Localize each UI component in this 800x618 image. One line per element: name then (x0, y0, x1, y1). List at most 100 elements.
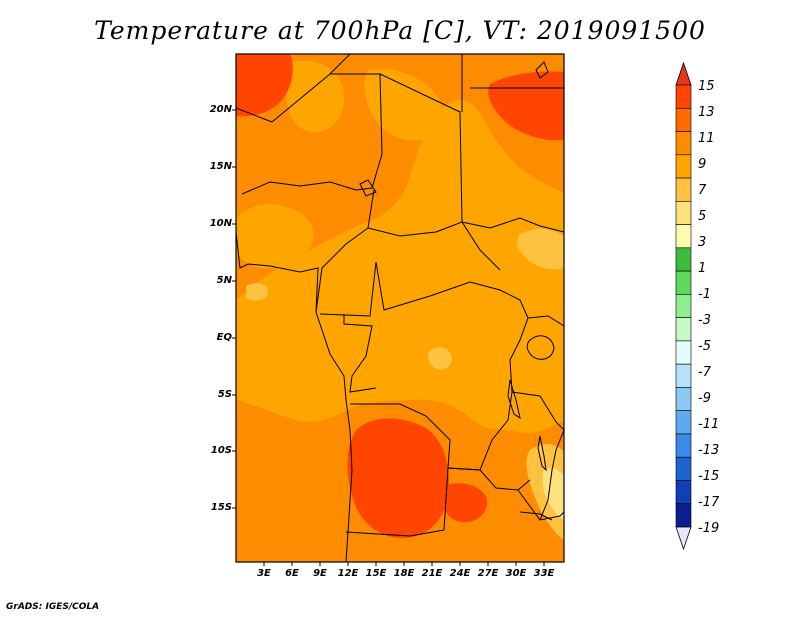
border-angola-namibia (345, 529, 445, 537)
border-cameroon-gabon (319, 261, 377, 317)
lon-label-15e: 15E (365, 568, 387, 579)
colorbar-bottom-arrow (675, 526, 692, 551)
colorbar-label-m11: -11 (698, 417, 720, 432)
lon-label-18e: 18E (393, 568, 415, 579)
colorbar-swatch (675, 270, 692, 295)
colorbar-label-15: 15 (698, 79, 715, 94)
coastline-east (539, 429, 564, 521)
map-title: Temperature at 700hPa [C], VT: 201909150… (94, 16, 706, 45)
colorbar-label-m3: -3 (698, 313, 711, 328)
colorbar-swatch (675, 224, 692, 249)
lon-label-6e: 6E (285, 568, 299, 579)
longitude-ticks (263, 562, 545, 566)
contour-9-11-west (236, 204, 314, 269)
colorbar-label-7: 7 (698, 183, 707, 198)
lon-label-27e: 27E (477, 568, 499, 579)
contour-13-15-nw (236, 54, 293, 117)
colorbar-swatch (675, 317, 692, 342)
lake-victoria (526, 335, 555, 360)
colorbar (675, 61, 692, 551)
contour-13-15-ne (488, 71, 564, 141)
colorbar-swatch (675, 340, 692, 365)
border-sudan-south (461, 217, 564, 233)
latitude-ticks (232, 109, 236, 509)
colorbar-label-1: 1 (698, 261, 707, 276)
lon-label-9e: 9E (313, 568, 327, 579)
colorbar-label-m7: -7 (698, 365, 711, 380)
contour-9-11-nw (364, 68, 443, 141)
colorbar-swatch (675, 410, 692, 435)
colorbar-label-m13: -13 (698, 443, 720, 458)
temperature-field (236, 54, 564, 562)
lat-label-15n: 15N (209, 161, 232, 172)
lon-label-21e: 21E (421, 568, 443, 579)
border-nigeria-cameroon (315, 189, 375, 313)
colorbar-label-m1: -1 (698, 287, 711, 302)
colorbar-label-m9: -9 (698, 391, 711, 406)
colorbar-swatch (675, 177, 692, 202)
contour-7-9-sw (246, 283, 269, 301)
contour-9-11-north (285, 60, 345, 133)
colorbar-swatch (675, 294, 692, 318)
colorbar-swatch (675, 433, 692, 458)
lat-label-eq: EQ (216, 332, 232, 343)
border-congo (343, 314, 377, 393)
border-angola (350, 403, 451, 531)
colorbar-label-m19: -19 (698, 521, 720, 536)
lon-label-24e: 24E (449, 568, 471, 579)
lat-label-5n: 5N (216, 275, 232, 286)
contour-7-9-central (427, 347, 452, 370)
coastline-west (236, 231, 353, 562)
contour-13-15-se (440, 483, 488, 523)
colorbar-label-11: 11 (698, 131, 715, 146)
colorbar-top-arrow (675, 61, 692, 86)
red-sea (535, 61, 549, 79)
colorbar-swatch (675, 503, 692, 528)
contour-9-11 (236, 99, 564, 434)
border-zambia (447, 467, 531, 491)
colorbar-label-9: 9 (698, 157, 707, 172)
lon-label-33e: 33E (533, 568, 555, 579)
border-tanzania (511, 391, 564, 431)
border-drc-east (447, 317, 529, 471)
colorbar-swatch (675, 154, 692, 179)
lake-chad (359, 179, 377, 197)
colorbar-swatch (675, 84, 692, 109)
lat-label-15s: 15S (210, 502, 232, 513)
colorbar-label-5: 5 (698, 209, 707, 224)
lat-label-5s: 5S (217, 389, 232, 400)
colorbar-label-m17: -17 (698, 495, 720, 510)
colorbar-label-3: 3 (698, 235, 707, 250)
border-mozambique (517, 489, 564, 521)
lon-label-12e: 12E (337, 568, 359, 579)
colorbar-label-m5: -5 (698, 339, 711, 354)
lake-kariba (519, 511, 553, 521)
colorbar-swatch (675, 247, 692, 272)
colorbar-label-m15: -15 (698, 469, 720, 484)
lake-malawi (537, 435, 547, 472)
country-borders (236, 54, 564, 562)
colorbar-swatch (675, 107, 692, 132)
lon-label-30e: 30E (505, 568, 527, 579)
colorbar-swatch (675, 480, 692, 505)
lake-tanganyika (507, 379, 521, 420)
contour-13-15-south (347, 418, 450, 538)
border-chad-car (367, 221, 501, 271)
border-algeria (236, 107, 273, 123)
lat-label-10n: 10N (209, 218, 232, 229)
lon-label-3e: 3E (257, 568, 271, 579)
colorbar-swatch (675, 131, 692, 156)
border-car-drc (375, 261, 529, 319)
contour-7-9-east (517, 228, 564, 270)
border-niger-nigeria (241, 73, 383, 195)
border-kenya (527, 315, 564, 327)
grads-credit: GrADS: IGES/COLA (6, 602, 100, 612)
colorbar-swatch (675, 387, 692, 411)
map-frame (235, 53, 565, 563)
colorbar-swatch (675, 201, 692, 225)
colorbar-swatch (675, 456, 692, 481)
colorbar-swatch (675, 363, 692, 388)
border-niger-chad (330, 73, 463, 223)
contour-5-7-se (542, 468, 564, 520)
